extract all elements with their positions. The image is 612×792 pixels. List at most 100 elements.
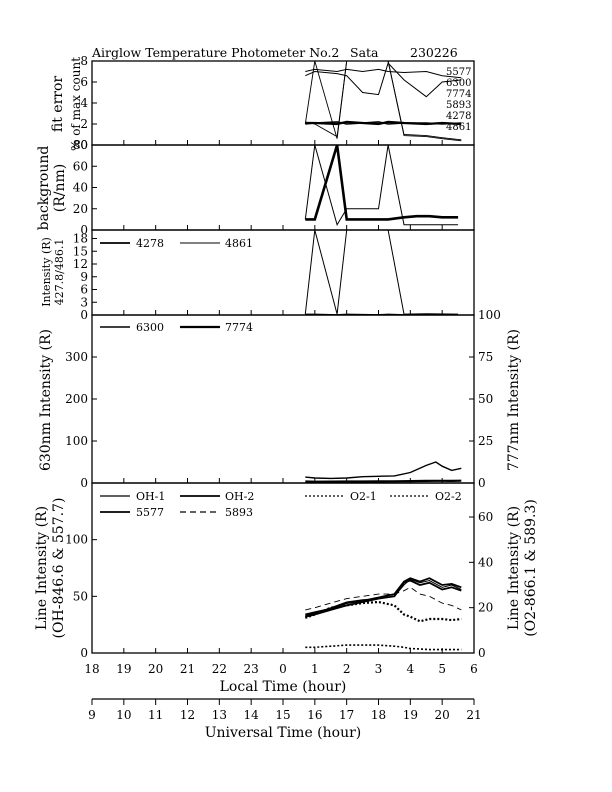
local-time-tick: 19 <box>116 662 131 676</box>
line-intensity-right-ylabel-1: Line Intensity (R) <box>506 506 522 630</box>
local-time-tick: 23 <box>244 662 259 676</box>
series-label: 5577 <box>446 67 471 78</box>
series-line-O2-2 <box>305 644 462 651</box>
panel-fit-error-frame <box>91 60 475 146</box>
ytick-label: 0 <box>80 223 88 237</box>
ytick-label: 0 <box>80 476 88 490</box>
universal-time-tick: 20 <box>435 708 450 722</box>
ytick-right-label: 60 <box>478 510 493 524</box>
universal-time-label: Universal Time (hour) <box>205 725 362 741</box>
background-ylabel-2: (R/nm) <box>52 164 68 212</box>
ytick-label: 0 <box>80 138 88 152</box>
ytick-label: 60 <box>73 159 88 173</box>
ytick-label: 100 <box>65 533 88 547</box>
legend-label: OH-1 <box>136 490 165 503</box>
series-line-7774 <box>305 479 462 483</box>
background-ylabel-1: background <box>36 146 52 231</box>
local-time-tick: 1 <box>311 662 319 676</box>
local-time-tick: 22 <box>212 662 227 676</box>
ytick-right-label: 0 <box>478 646 486 660</box>
universal-time-tick: 15 <box>275 708 290 722</box>
series-label: 6300 <box>446 78 471 89</box>
ytick-label: 0 <box>80 308 88 322</box>
777-ylabel: 777nm Intensity (R) <box>506 329 522 471</box>
series-line-OH-2 <box>305 577 462 616</box>
universal-time-tick: 13 <box>212 708 227 722</box>
universal-time-tick: 17 <box>339 708 354 722</box>
series-label: 4861 <box>446 122 471 133</box>
630-ylabel: 630nm Intensity (R) <box>38 329 54 471</box>
series-line-6300 <box>305 62 462 98</box>
universal-time-tick: 14 <box>244 708 260 722</box>
intensity-427-ylabel-1: Intensity (R) <box>40 237 53 307</box>
local-time-tick: 4 <box>407 662 415 676</box>
series-label: 5893 <box>446 100 471 111</box>
universal-time-tick: 12 <box>180 708 195 722</box>
ytick-label: 15 <box>73 244 88 258</box>
series-line-4861 <box>304 60 462 141</box>
universal-time-tick: 10 <box>116 708 131 722</box>
legend-label: 5893 <box>225 506 253 519</box>
local-time-tick: 2 <box>343 662 351 676</box>
series-line-5577 <box>305 579 462 618</box>
local-time-tick: 6 <box>470 662 478 676</box>
series-line-5893 <box>305 586 462 611</box>
ytick-label: 12 <box>73 257 88 271</box>
series-label: 7774 <box>446 89 471 100</box>
date-code: 230226 <box>410 45 458 60</box>
legend-label: O2-1 <box>350 490 377 503</box>
ytick-label: 40 <box>73 181 88 195</box>
ytick-right-label: 75 <box>478 350 493 364</box>
ytick-right-label: 0 <box>478 476 486 490</box>
legend-label: 4278 <box>136 237 164 250</box>
universal-time-tick: 18 <box>371 708 386 722</box>
chart-title: Airglow Temperature Photometer No.2 <box>91 45 339 60</box>
series-label: 4278 <box>446 111 471 122</box>
ytick-label: 6 <box>80 283 88 297</box>
series-line-5893 <box>305 121 462 125</box>
legend-label: O2-2 <box>435 490 462 503</box>
chart-marks: 0246855776300777458934278486102040608003… <box>65 54 501 722</box>
line-intensity-ylabel-1: Line Intensity (R) <box>34 506 50 630</box>
ytick-label: 50 <box>73 589 88 603</box>
ytick-label: 9 <box>80 270 88 284</box>
legend-label: 6300 <box>136 321 164 334</box>
intensity-427-ylabel-2: 427.8/486.1 <box>53 239 66 306</box>
local-time-tick: 20 <box>148 662 163 676</box>
ytick-label: 80 <box>73 138 88 152</box>
ytick-label: 20 <box>73 202 88 216</box>
legend-label: 4861 <box>225 237 253 250</box>
legend-label: OH-2 <box>225 490 254 503</box>
ytick-label: 3 <box>80 295 88 309</box>
line-intensity-right-ylabel-2: (O2-866.1 & 589.3) <box>523 499 539 637</box>
ytick-label: 200 <box>65 392 88 406</box>
panel-630-777-frame <box>91 314 475 484</box>
series-line-b <box>304 144 459 226</box>
local-time-tick: 0 <box>279 662 287 676</box>
local-time-label: Local Time (hour) <box>220 679 347 695</box>
series-line-a <box>305 144 459 221</box>
ytick-label: 18 <box>73 232 88 246</box>
ytick-label: 6 <box>80 75 88 89</box>
line-intensity-ylabel-2: (OH-846.6 & 557.7) <box>51 498 67 639</box>
series-line-4861 <box>304 229 459 315</box>
site-name: Sata <box>350 45 379 60</box>
legend-label: 5577 <box>136 506 164 519</box>
universal-time-tick: 11 <box>148 708 163 722</box>
local-time-tick: 5 <box>438 662 446 676</box>
local-time-tick: 3 <box>375 662 383 676</box>
ytick-right-label: 40 <box>478 555 493 569</box>
ytick-right-label: 25 <box>478 434 493 448</box>
ytick-label: 0 <box>80 646 88 660</box>
fit-error-ylabel-2: % of max count <box>69 57 83 151</box>
ytick-label: 4 <box>80 96 88 110</box>
local-time-tick: 21 <box>180 662 195 676</box>
ytick-right-label: 20 <box>478 601 493 615</box>
series-line-6300 <box>305 461 462 480</box>
ytick-right-label: 50 <box>478 392 493 406</box>
universal-time-tick: 16 <box>307 708 322 722</box>
legend-label: 7774 <box>225 321 253 334</box>
universal-time-tick: 19 <box>403 708 418 722</box>
